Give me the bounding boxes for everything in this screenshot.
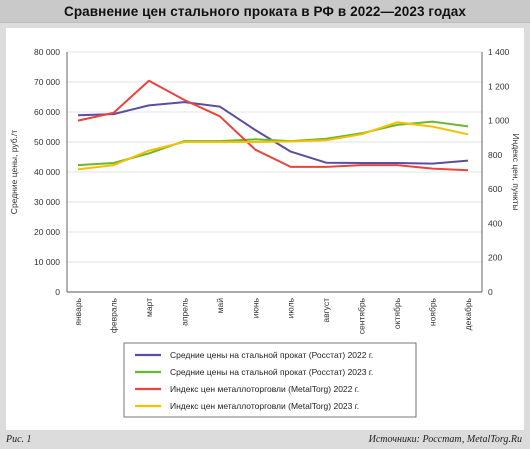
category-label: январь [73, 297, 83, 325]
left-tick-label: 40 000 [34, 167, 60, 177]
right-tick-label: 1 400 [488, 47, 510, 57]
legend: Средние цены на стальной прокат (Росстат… [123, 342, 417, 418]
left-tick-label: 10 000 [34, 257, 60, 267]
left-tick-label: 50 000 [34, 137, 60, 147]
category-label: март [144, 298, 154, 317]
legend-box [123, 342, 417, 418]
category-label: август [321, 298, 331, 323]
left-tick-label: 80 000 [34, 47, 60, 57]
left-tick-label: 30 000 [34, 197, 60, 207]
series-line-3 [77, 79, 469, 172]
left-axis-ticks: 0 10 000 20 000 30 000 40 000 50 000 60 000 70 … [34, 47, 60, 297]
chart-header: Сравнение цен стального проката в РФ в 2… [0, 0, 530, 23]
right-tick-label: 1 000 [488, 116, 510, 126]
category-label: декабрь [463, 297, 473, 330]
source-note: Источники: Росстат, MetalTorg.Ru [368, 434, 522, 445]
legend-entry: Индекс цен металлоторговли (MetalTorg) 2… [170, 401, 359, 411]
legend-entry: Средние цены на стальной прокат (Росстат… [170, 367, 373, 377]
series-line-2 [77, 120, 469, 167]
right-tick-label: 200 [488, 253, 502, 263]
category-label: апрель [179, 297, 189, 325]
series-line-1 [77, 101, 469, 165]
chart-title: Сравнение цен стального проката в РФ в 2… [63, 3, 467, 19]
figure-label: Рис. 1 [6, 434, 32, 445]
left-tick-label: 60 000 [34, 107, 60, 117]
category-label: октябрь [392, 297, 402, 329]
category-label: июль [286, 297, 296, 318]
right-axis-title: Индекс цен, пункты [511, 133, 521, 210]
series-lines [77, 79, 469, 172]
category-label: февраль [108, 297, 118, 333]
right-axis-ticks: 0 200 400 600 800 1 000 1 200 1 400 [488, 47, 510, 297]
footer: Рис. 1 Источники: Росстат, MetalTorg.Ru [0, 431, 530, 449]
line-chart: 0 10 000 20 000 30 000 40 000 50 000 60 000 70 … [9, 47, 521, 418]
left-axis-title: Средние цены, руб./т [9, 130, 19, 214]
left-tick-label: 0 [55, 287, 60, 297]
right-tick-label: 400 [488, 218, 502, 228]
left-tick-label: 20 000 [34, 227, 60, 237]
right-tick-label: 800 [488, 150, 502, 160]
category-label: сентябрь [357, 297, 367, 334]
right-tick-label: 0 [488, 287, 493, 297]
left-tick-label: 70 000 [34, 77, 60, 87]
series-line-4 [77, 121, 469, 171]
grid-lines [67, 51, 482, 293]
chart-panel: 0 10 000 20 000 30 000 40 000 50 000 60 000 70 … [6, 28, 524, 430]
legend-entry: Средние цены на стальной прокат (Росстат… [170, 350, 373, 360]
category-label: июнь [250, 297, 260, 318]
axes [66, 52, 483, 292]
category-label: май [215, 298, 225, 314]
category-label: ноябрь [428, 297, 438, 326]
right-tick-label: 600 [488, 184, 502, 194]
category-labels: январь февраль март апрель май июнь июль август… [73, 297, 473, 334]
right-tick-label: 1 200 [488, 81, 510, 91]
legend-entry: Индекс цен металлоторговли (MetalTorg) 2… [170, 384, 359, 394]
